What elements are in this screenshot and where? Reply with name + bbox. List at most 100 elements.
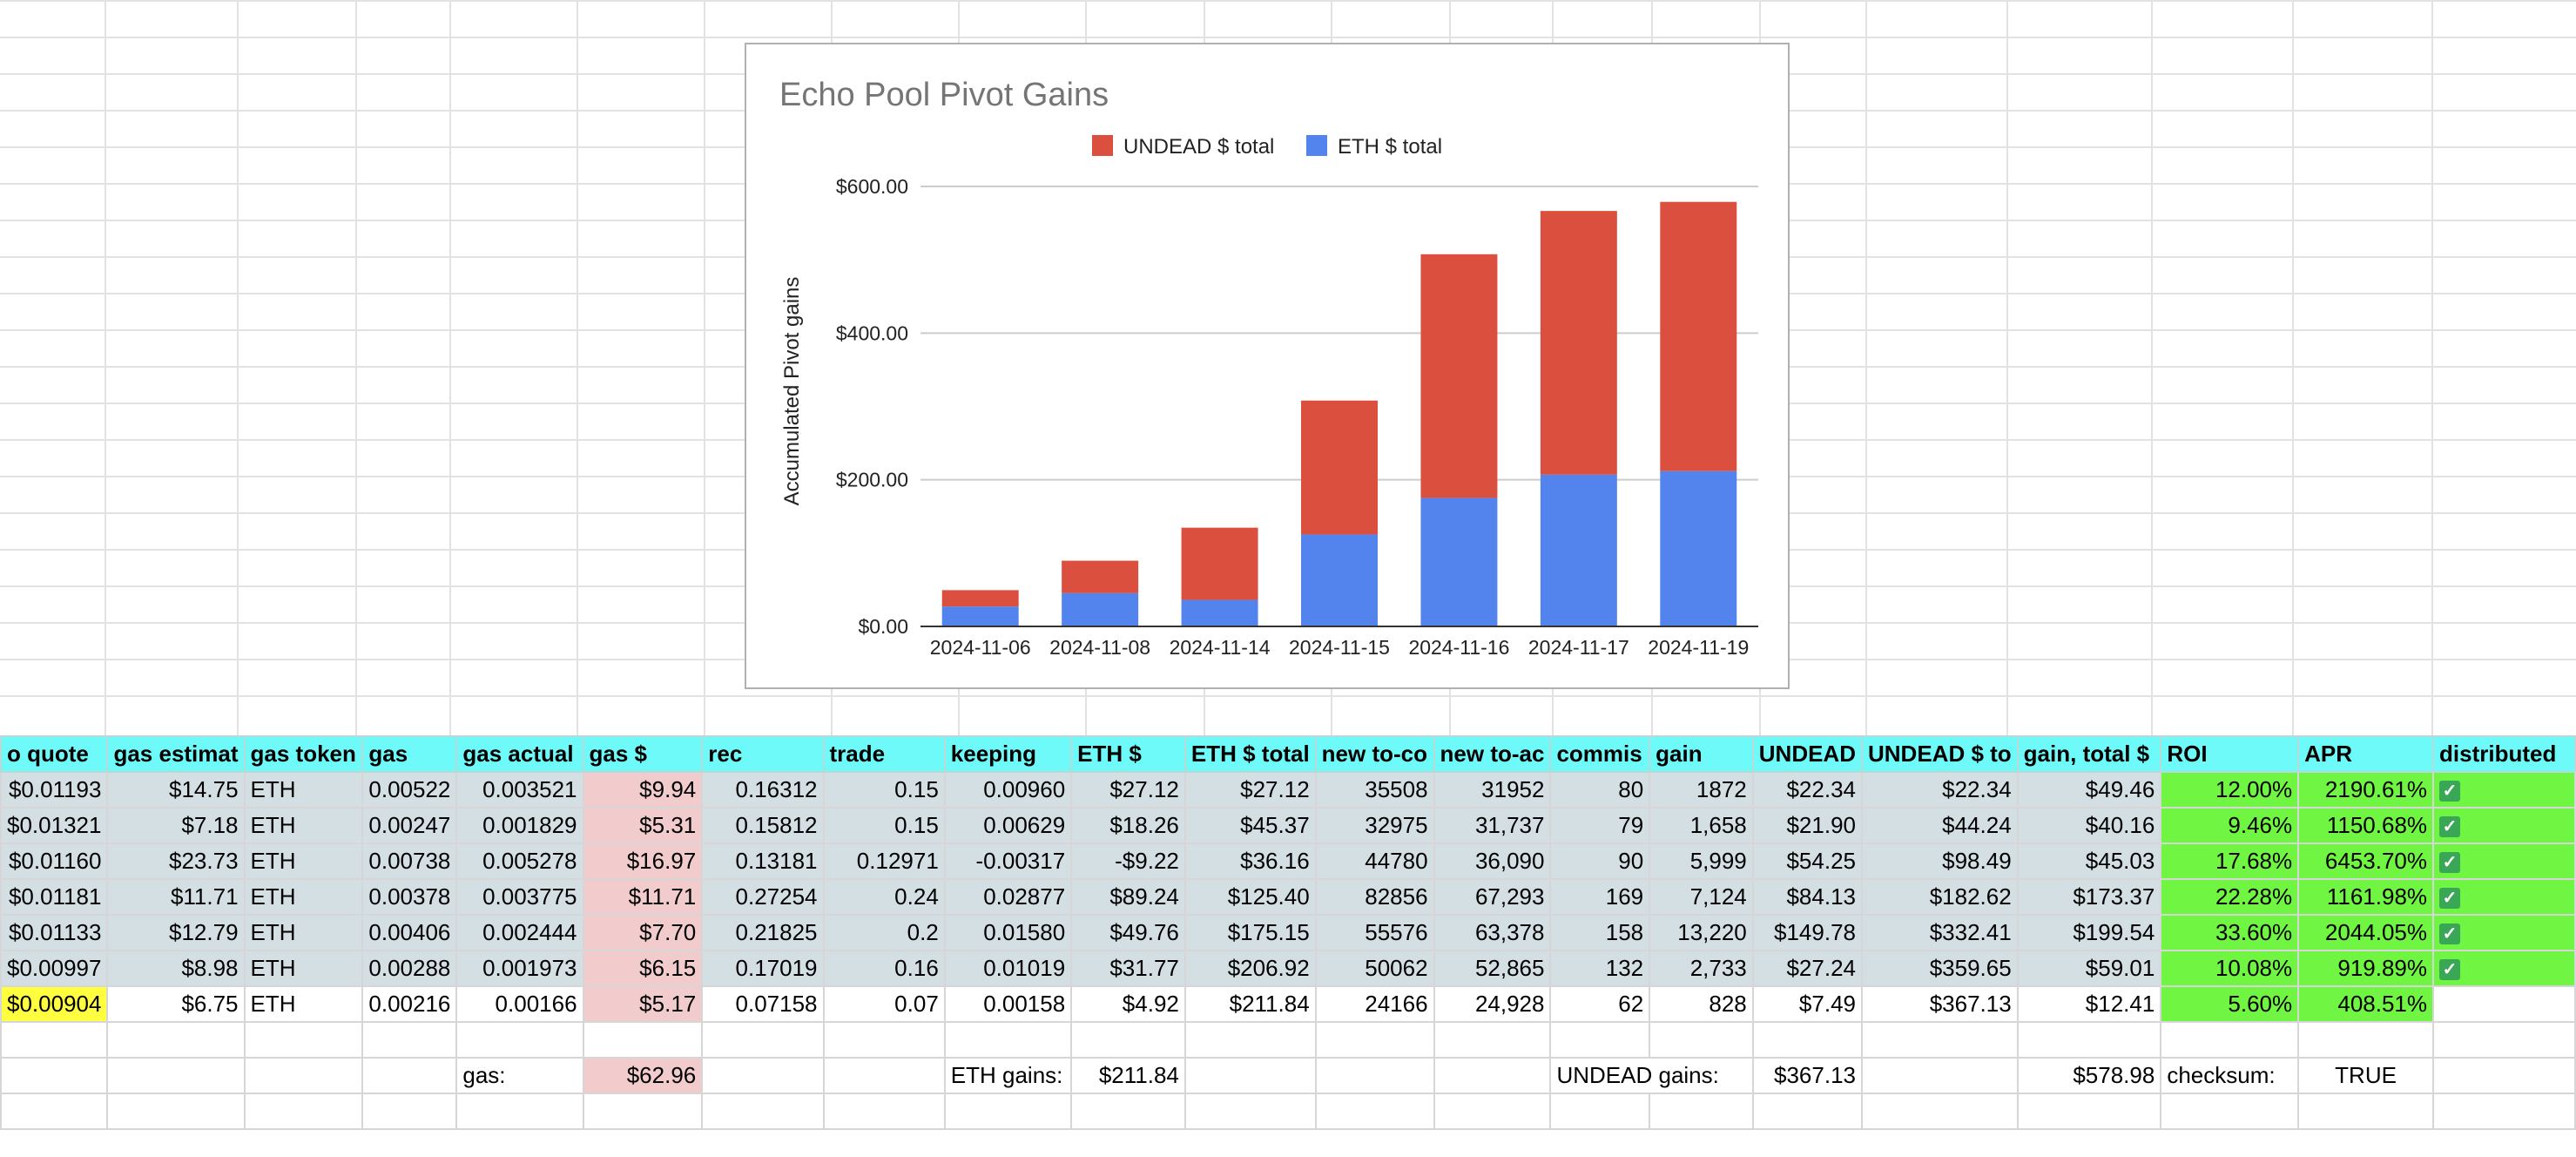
table-cell[interactable]: $182.62	[1861, 878, 2019, 916]
table-cell[interactable]: $22.34	[1751, 771, 1864, 809]
empty-cell[interactable]	[1549, 1093, 1651, 1130]
empty-cell[interactable]	[0, 1057, 109, 1094]
empty-cell[interactable]	[2297, 1021, 2435, 1059]
table-cell[interactable]: 63,378	[1433, 914, 1552, 951]
table-cell[interactable]: 1150.68%	[2297, 807, 2435, 844]
empty-cell[interactable]	[1183, 1093, 1317, 1130]
table-cell[interactable]: 35508	[1314, 771, 1435, 809]
table-cell[interactable]: 0.00288	[361, 950, 458, 987]
table-cell[interactable]: ETH	[243, 771, 364, 809]
table-cell[interactable]: 44780	[1314, 842, 1435, 880]
empty-cell[interactable]	[822, 1057, 946, 1094]
table-cell[interactable]: ✓	[2432, 914, 2576, 951]
table-cell[interactable]: $18.26	[1070, 807, 1186, 844]
table-cell[interactable]: 0.12971	[822, 842, 946, 880]
table-cell[interactable]: $359.65	[1861, 950, 2019, 987]
table-cell[interactable]: 52,865	[1433, 950, 1552, 987]
table-cell[interactable]: $98.49	[1861, 842, 2019, 880]
table-cell[interactable]: $11.71	[582, 878, 704, 916]
table-cell[interactable]: 0.00166	[455, 985, 584, 1023]
column-header[interactable]: UNDEAD $ to	[1861, 735, 2019, 773]
table-cell[interactable]: $6.15	[582, 950, 704, 987]
table-cell[interactable]: 13,220	[1649, 914, 1754, 951]
column-header[interactable]: rec	[701, 735, 825, 773]
table-cell[interactable]: 5.60%	[2160, 985, 2300, 1023]
table-cell[interactable]: 0.00247	[361, 807, 458, 844]
total-eth-label[interactable]: ETH gains:	[943, 1057, 1073, 1094]
total-gas-label[interactable]: gas:	[455, 1057, 584, 1094]
table-cell[interactable]: ✓	[2432, 771, 2576, 809]
empty-cell[interactable]	[1861, 1093, 2019, 1130]
table-cell[interactable]: 0.003775	[455, 878, 584, 916]
table-cell[interactable]: 2190.61%	[2297, 771, 2435, 809]
table-cell[interactable]: 0.02877	[943, 878, 1073, 916]
table-cell[interactable]: $206.92	[1183, 950, 1317, 987]
empty-cell[interactable]	[943, 1093, 1073, 1130]
table-cell[interactable]: 0.001829	[455, 807, 584, 844]
table-cell[interactable]: $44.24	[1861, 807, 2019, 844]
table-cell[interactable]: 0.00522	[361, 771, 458, 809]
checkbox-checked-icon[interactable]: ✓	[2439, 852, 2461, 874]
table-cell[interactable]: 0.00960	[943, 771, 1073, 809]
table-cell[interactable]: 0.24	[822, 878, 946, 916]
column-header[interactable]: ETH $ total	[1183, 735, 1317, 773]
table-cell[interactable]: 408.51%	[2297, 985, 2435, 1023]
empty-cell[interactable]	[361, 1093, 458, 1130]
table-cell[interactable]: 5,999	[1649, 842, 1754, 880]
checkbox-checked-icon[interactable]: ✓	[2439, 781, 2461, 802]
column-header[interactable]: distributed	[2432, 735, 2576, 773]
empty-cell[interactable]	[455, 1021, 584, 1059]
table-cell[interactable]: $367.13	[1861, 985, 2019, 1023]
column-header[interactable]: gas	[361, 735, 458, 773]
table-cell[interactable]: 90	[1549, 842, 1651, 880]
table-cell[interactable]: $332.41	[1861, 914, 2019, 951]
total-gas-value[interactable]: $62.96	[582, 1057, 704, 1094]
chart-card[interactable]: Echo Pool Pivot Gains UNDEAD $ total ETH …	[745, 43, 1790, 689]
empty-cell[interactable]	[0, 1093, 109, 1130]
table-cell[interactable]: $0.00904	[0, 985, 109, 1023]
table-cell[interactable]: 12.00%	[2160, 771, 2300, 809]
table-cell[interactable]: 158	[1549, 914, 1651, 951]
empty-cell[interactable]	[2297, 1093, 2435, 1130]
table-cell[interactable]: $36.16	[1183, 842, 1317, 880]
table-cell[interactable]: 67,293	[1433, 878, 1552, 916]
table-cell[interactable]: 0.01580	[943, 914, 1073, 951]
column-header[interactable]: o quote	[0, 735, 109, 773]
empty-cell[interactable]	[2016, 1093, 2162, 1130]
table-cell[interactable]: 0.16312	[701, 771, 825, 809]
table-cell[interactable]: $7.70	[582, 914, 704, 951]
empty-cell[interactable]	[2432, 1093, 2576, 1130]
total-undead-value[interactable]: $367.13	[1751, 1057, 1864, 1094]
empty-cell[interactable]	[106, 1021, 246, 1059]
empty-cell[interactable]	[582, 1021, 704, 1059]
empty-cell[interactable]	[701, 1057, 825, 1094]
table-cell[interactable]: 0.00216	[361, 985, 458, 1023]
table-cell[interactable]: $175.15	[1183, 914, 1317, 951]
table-cell[interactable]: 132	[1549, 950, 1651, 987]
table-cell[interactable]: 0.15812	[701, 807, 825, 844]
empty-cell[interactable]	[1183, 1057, 1317, 1094]
table-cell[interactable]: $0.01321	[0, 807, 109, 844]
table-cell[interactable]: 79	[1549, 807, 1651, 844]
column-header[interactable]: keeping	[943, 735, 1073, 773]
table-cell[interactable]: 33.60%	[2160, 914, 2300, 951]
checkbox-checked-icon[interactable]: ✓	[2439, 888, 2461, 910]
empty-cell[interactable]	[1861, 1057, 2019, 1094]
empty-cell[interactable]	[2160, 1093, 2300, 1130]
column-header[interactable]: new to-ac	[1433, 735, 1552, 773]
table-cell[interactable]: ✓	[2432, 878, 2576, 916]
table-cell[interactable]: 0.07158	[701, 985, 825, 1023]
empty-cell[interactable]	[943, 1021, 1073, 1059]
table-cell[interactable]: $84.13	[1751, 878, 1864, 916]
table-cell[interactable]: 919.89%	[2297, 950, 2435, 987]
table-cell[interactable]: $89.24	[1070, 878, 1186, 916]
column-header[interactable]: APR	[2297, 735, 2435, 773]
column-header[interactable]: gain	[1649, 735, 1754, 773]
table-cell[interactable]: 0.13181	[701, 842, 825, 880]
table-cell[interactable]: 0.15	[822, 771, 946, 809]
table-cell[interactable]: 6453.70%	[2297, 842, 2435, 880]
column-header[interactable]: ROI	[2160, 735, 2300, 773]
table-cell[interactable]: $0.01133	[0, 914, 109, 951]
table-cell[interactable]: 2044.05%	[2297, 914, 2435, 951]
table-cell[interactable]: 24,928	[1433, 985, 1552, 1023]
